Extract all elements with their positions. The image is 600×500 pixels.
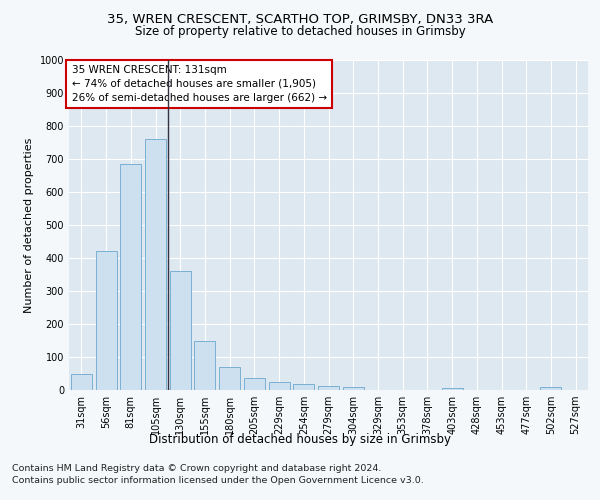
Bar bbox=[219, 367, 240, 390]
Bar bbox=[95, 252, 116, 390]
Bar bbox=[194, 340, 215, 390]
Bar bbox=[244, 378, 265, 390]
Bar bbox=[120, 164, 141, 390]
Bar bbox=[269, 382, 290, 390]
Bar bbox=[343, 388, 364, 390]
Text: Contains public sector information licensed under the Open Government Licence v3: Contains public sector information licen… bbox=[12, 476, 424, 485]
Bar bbox=[442, 388, 463, 390]
Text: Distribution of detached houses by size in Grimsby: Distribution of detached houses by size … bbox=[149, 432, 451, 446]
Text: 35 WREN CRESCENT: 131sqm
← 74% of detached houses are smaller (1,905)
26% of sem: 35 WREN CRESCENT: 131sqm ← 74% of detach… bbox=[71, 65, 327, 103]
Bar bbox=[71, 374, 92, 390]
Bar bbox=[170, 271, 191, 390]
Text: Contains HM Land Registry data © Crown copyright and database right 2024.: Contains HM Land Registry data © Crown c… bbox=[12, 464, 382, 473]
Bar bbox=[145, 139, 166, 390]
Text: 35, WREN CRESCENT, SCARTHO TOP, GRIMSBY, DN33 3RA: 35, WREN CRESCENT, SCARTHO TOP, GRIMSBY,… bbox=[107, 12, 493, 26]
Bar bbox=[318, 386, 339, 390]
Y-axis label: Number of detached properties: Number of detached properties bbox=[24, 138, 34, 312]
Bar bbox=[293, 384, 314, 390]
Text: Size of property relative to detached houses in Grimsby: Size of property relative to detached ho… bbox=[134, 25, 466, 38]
Bar bbox=[541, 388, 562, 390]
